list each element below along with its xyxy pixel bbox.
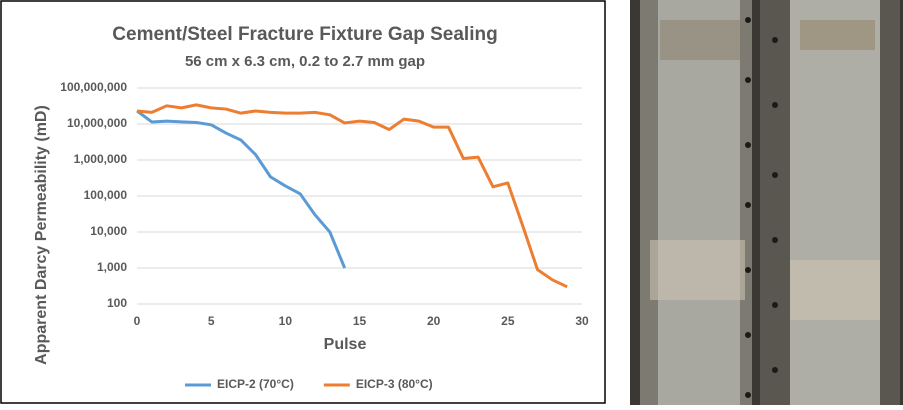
series-line bbox=[136, 103, 568, 289]
x-tick-label: 5 bbox=[208, 314, 215, 328]
y-tick-label: 10,000,000 bbox=[67, 116, 127, 130]
photo bbox=[630, 0, 903, 405]
x-axis-label: Pulse bbox=[324, 336, 367, 353]
legend-label: EICP-2 (70°C) bbox=[217, 377, 294, 391]
legend-label: EICP-3 (80°C) bbox=[356, 377, 433, 391]
x-tick-label: 30 bbox=[575, 314, 589, 328]
x-tick-label: 10 bbox=[279, 314, 293, 328]
x-tick-label: 0 bbox=[134, 314, 141, 328]
y-tick-label: 100,000,000 bbox=[60, 80, 127, 94]
y-axis-label: Apparent Darcy Permeability (mD) bbox=[33, 105, 50, 365]
chart-frame bbox=[0, 0, 606, 404]
chart-title: Cement/Steel Fracture Fixture Gap Sealin… bbox=[112, 24, 497, 45]
x-tick-label: 25 bbox=[501, 314, 515, 328]
y-tick-label: 1,000 bbox=[97, 260, 127, 274]
y-tick-label: 10,000 bbox=[90, 224, 127, 238]
y-tick-label: 100 bbox=[107, 296, 127, 310]
x-tick-label: 15 bbox=[353, 314, 367, 328]
y-tick-label: 100,000 bbox=[84, 188, 128, 202]
series-line bbox=[136, 109, 347, 269]
chart-subtitle: 56 cm x 6.3 cm, 0.2 to 2.7 mm gap bbox=[185, 53, 425, 70]
x-tick-label: 20 bbox=[427, 314, 441, 328]
y-tick-label: 1,000,000 bbox=[74, 152, 128, 166]
